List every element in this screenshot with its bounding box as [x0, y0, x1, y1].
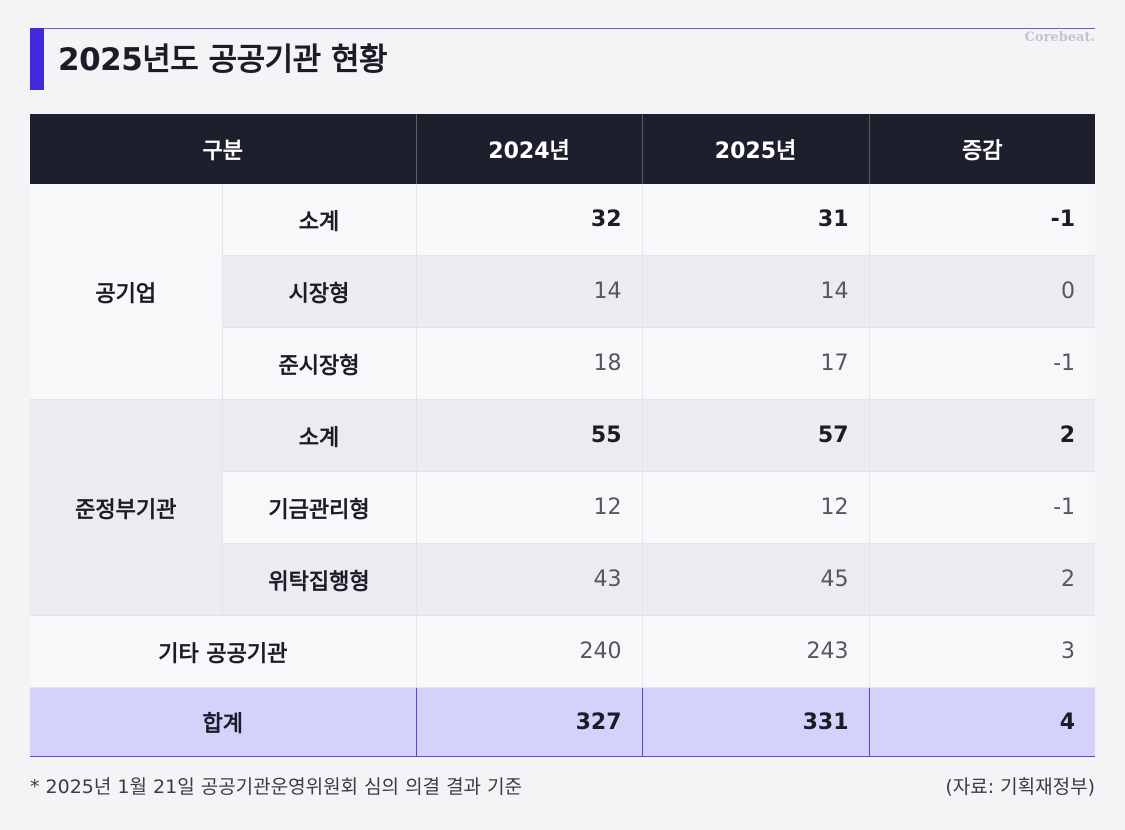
row-label: 위탁집행형 [222, 543, 417, 616]
cell-2025: 57 [642, 399, 870, 472]
cell-2025: 12 [642, 471, 870, 544]
header-2025: 2025년 [642, 114, 870, 184]
header-category: 구분 [30, 114, 417, 184]
group-label-quasi-gov: 준정부기관 [30, 399, 223, 616]
cell-2024: 32 [416, 184, 643, 256]
group-label-public-corp: 공기업 [30, 184, 223, 400]
top-divider [30, 28, 1095, 29]
cell-2024: 18 [416, 327, 643, 400]
total-row: 합계 327 331 4 [30, 687, 1096, 757]
cell-2025: 31 [642, 184, 870, 256]
table-row: 위탁집행형 43 45 2 [30, 543, 1096, 616]
stats-table: 구분 2024년 2025년 증감 공기업 소계 32 31 -1 시장형 14… [30, 114, 1096, 757]
total-2024: 327 [416, 687, 643, 757]
total-change: 4 [869, 687, 1096, 757]
row-label: 준시장형 [222, 327, 417, 400]
row-label: 소계 [222, 184, 417, 256]
cell-2024: 14 [416, 255, 643, 328]
cell-2025: 243 [642, 615, 870, 688]
table-row: 준정부기관 소계 55 57 2 [30, 399, 1096, 616]
cell-change: 2 [869, 399, 1096, 472]
row-label: 시장형 [222, 255, 417, 328]
cell-2025: 14 [642, 255, 870, 328]
cell-2024: 43 [416, 543, 643, 616]
header-change: 증감 [869, 114, 1096, 184]
cell-change: -1 [869, 184, 1096, 256]
table-header-row: 구분 2024년 2025년 증감 [30, 114, 1096, 184]
cell-2025: 17 [642, 327, 870, 400]
table-row: 기금관리형 12 12 -1 [30, 471, 1096, 544]
total-label: 합계 [30, 687, 417, 757]
other-label: 기타 공공기관 [30, 615, 417, 688]
cell-2024: 12 [416, 471, 643, 544]
cell-change: -1 [869, 327, 1096, 400]
table-row: 기타 공공기관 240 243 3 [30, 615, 1096, 688]
cell-change: 0 [869, 255, 1096, 328]
table-row: 공기업 소계 32 31 -1 [30, 184, 1096, 400]
table-row: 준시장형 18 17 -1 [30, 327, 1096, 400]
cell-change: 2 [869, 543, 1096, 616]
brand-logo: Corebeat. [1024, 30, 1095, 45]
cell-change: -1 [869, 471, 1096, 544]
source-note: (자료: 기획재정부) [945, 776, 1095, 798]
cell-2025: 45 [642, 543, 870, 616]
total-2025: 331 [642, 687, 870, 757]
footnote: * 2025년 1월 21일 공공기관운영위원회 심의 의결 결과 기준 [30, 776, 523, 798]
title-accent-bar [30, 28, 44, 90]
cell-change: 3 [869, 615, 1096, 688]
row-label: 소계 [222, 399, 417, 472]
page-title: 2025년도 공공기관 현황 [58, 42, 388, 78]
cell-2024: 240 [416, 615, 643, 688]
table-row: 시장형 14 14 0 [30, 255, 1096, 328]
row-label: 기금관리형 [222, 471, 417, 544]
cell-2024: 55 [416, 399, 643, 472]
header-2024: 2024년 [416, 114, 643, 184]
